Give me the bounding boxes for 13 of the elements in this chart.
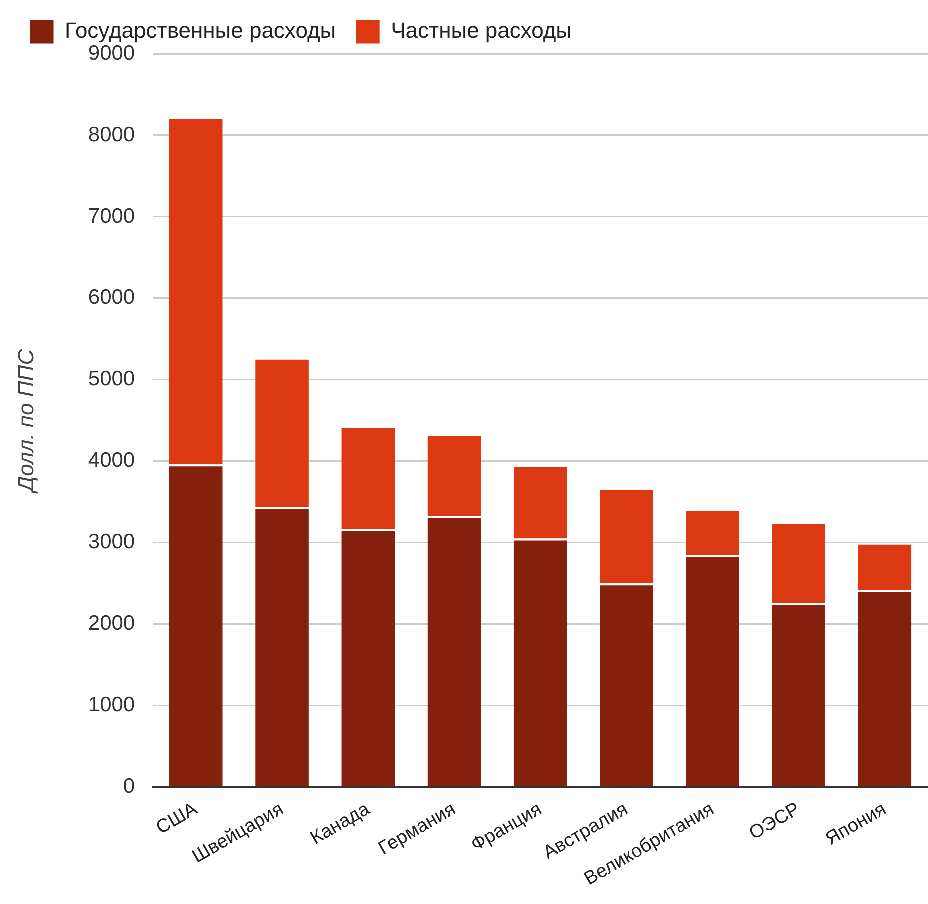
legend-label: Государственные расходы — [65, 18, 336, 44]
y-tick-label: 7000 — [88, 204, 136, 228]
y-tick-label: 5000 — [88, 368, 136, 391]
y-tick-label: 4000 — [88, 449, 136, 472]
y-tick-label: 9000 — [88, 42, 136, 65]
y-tick-label: 1000 — [88, 694, 136, 717]
legend-label: Частные расходы — [391, 18, 572, 44]
y-tick-label: 2000 — [88, 612, 136, 636]
y-axis-title: Долл. по ППС — [13, 349, 38, 495]
y-tick-label: 8000 — [88, 123, 136, 146]
y-tick-label: 6000 — [88, 286, 136, 310]
y-tick-label: 0 — [123, 775, 136, 798]
y-tick-label: 3000 — [88, 530, 136, 554]
